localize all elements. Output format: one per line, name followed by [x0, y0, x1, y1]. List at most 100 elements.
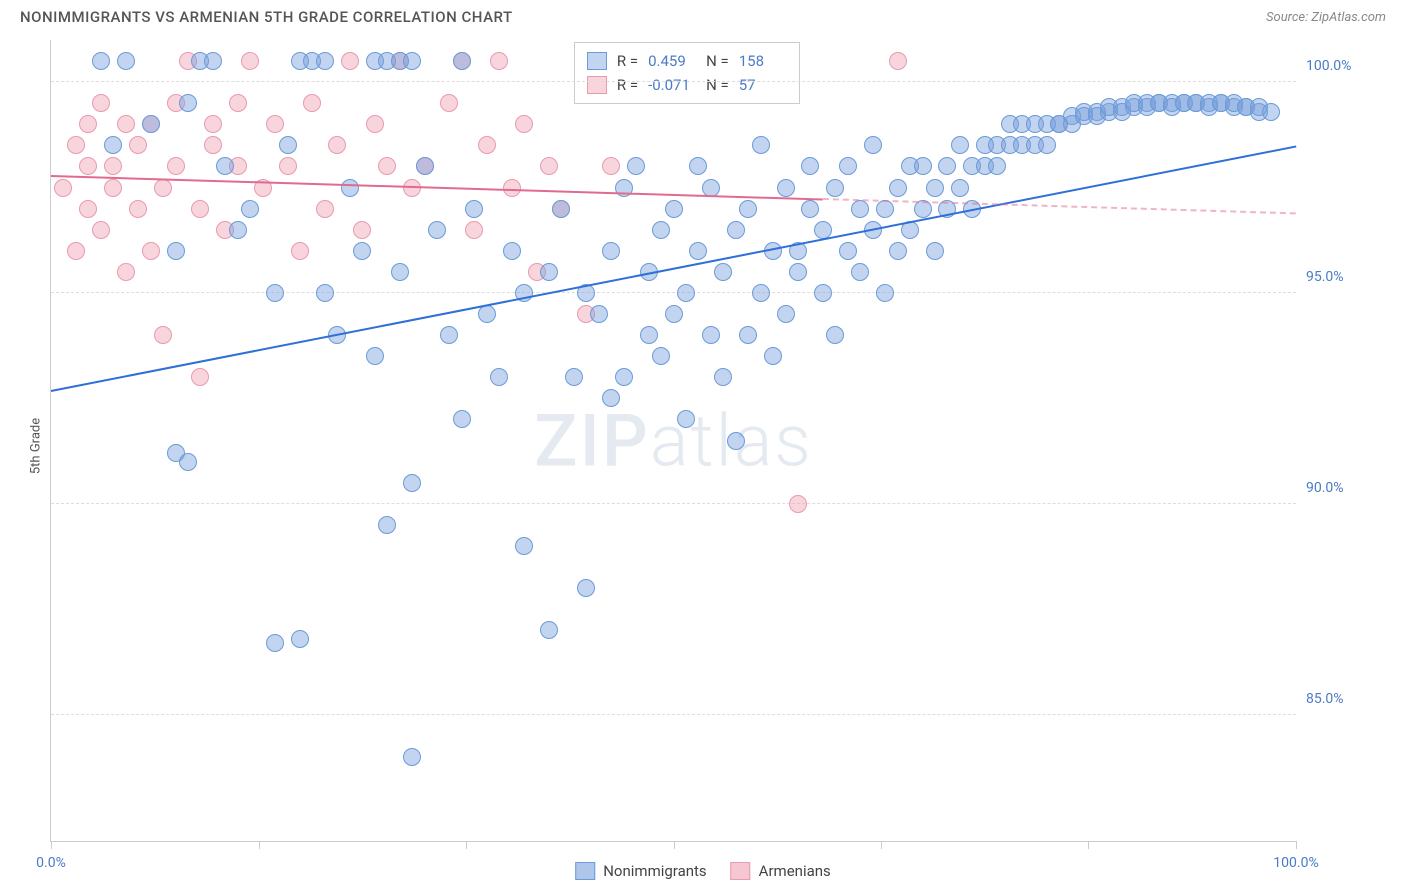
data-point-blue: [279, 136, 297, 154]
data-point-pink: [366, 115, 384, 133]
data-point-blue: [702, 326, 720, 344]
legend-swatch-blue: [575, 862, 595, 880]
data-point-blue: [229, 221, 247, 239]
data-point-blue: [602, 389, 620, 407]
data-point-pink: [79, 157, 97, 175]
data-point-blue: [777, 179, 795, 197]
data-point-blue: [241, 200, 259, 218]
swatch-pink: [587, 76, 607, 94]
data-point-blue: [951, 179, 969, 197]
x-tick: [674, 841, 675, 849]
data-point-blue: [938, 157, 956, 175]
data-point-blue: [864, 136, 882, 154]
data-point-blue: [403, 748, 421, 766]
data-point-pink: [117, 115, 135, 133]
data-point-blue: [515, 537, 533, 555]
data-point-blue: [540, 621, 558, 639]
data-point-blue: [179, 453, 197, 471]
data-point-blue: [503, 242, 521, 260]
data-point-pink: [129, 200, 147, 218]
data-point-blue: [453, 52, 471, 70]
data-point-blue: [652, 221, 670, 239]
data-point-blue: [727, 432, 745, 450]
data-point-blue: [677, 284, 695, 302]
stats-legend: R = 0.459 N = 158 R = -0.071 N = 57: [574, 42, 800, 104]
data-point-blue: [117, 52, 135, 70]
data-point-blue: [851, 200, 869, 218]
data-point-blue: [366, 347, 384, 365]
data-point-blue: [926, 179, 944, 197]
data-point-pink: [167, 157, 185, 175]
data-point-blue: [826, 179, 844, 197]
data-point-blue: [552, 200, 570, 218]
x-tick: [1296, 841, 1297, 849]
data-point-blue: [615, 368, 633, 386]
data-point-pink: [129, 136, 147, 154]
data-point-pink: [889, 52, 907, 70]
x-tick: [466, 841, 467, 849]
x-tick-label: 100.0%: [1273, 855, 1318, 871]
data-point-blue: [577, 579, 595, 597]
x-tick: [51, 841, 52, 849]
data-point-pink: [191, 200, 209, 218]
data-point-blue: [839, 157, 857, 175]
data-point-blue: [876, 284, 894, 302]
data-point-blue: [1262, 103, 1280, 121]
data-point-pink: [229, 94, 247, 112]
y-tick-label: 100.0%: [1306, 58, 1376, 74]
data-point-pink: [440, 94, 458, 112]
legend-swatch-pink: [731, 862, 751, 880]
x-tick: [1088, 841, 1089, 849]
data-point-pink: [291, 242, 309, 260]
legend-label-pink: Armenians: [759, 862, 831, 880]
data-point-blue: [167, 242, 185, 260]
data-point-blue: [92, 52, 110, 70]
data-point-pink: [191, 368, 209, 386]
data-point-blue: [665, 305, 683, 323]
watermark: ZIPatlas: [534, 398, 813, 483]
source-label: Source: ZipAtlas.com: [1266, 10, 1386, 25]
data-point-pink: [303, 94, 321, 112]
data-point-pink: [540, 157, 558, 175]
data-point-blue: [889, 179, 907, 197]
scatter-plot: ZIPatlas R = 0.459 N = 158 R = -0.071 N …: [50, 40, 1296, 842]
data-point-blue: [1038, 136, 1056, 154]
data-point-pink: [465, 221, 483, 239]
data-point-pink: [378, 157, 396, 175]
data-point-pink: [328, 136, 346, 154]
data-point-blue: [752, 284, 770, 302]
data-point-pink: [142, 242, 160, 260]
data-point-blue: [677, 410, 695, 428]
data-point-blue: [316, 52, 334, 70]
data-point-blue: [764, 347, 782, 365]
data-point-pink: [104, 157, 122, 175]
data-point-blue: [266, 284, 284, 302]
data-point-pink: [154, 179, 172, 197]
data-point-blue: [640, 326, 658, 344]
data-point-pink: [67, 136, 85, 154]
data-point-pink: [353, 221, 371, 239]
data-point-blue: [652, 347, 670, 365]
data-point-blue: [353, 242, 371, 260]
data-point-pink: [154, 326, 172, 344]
legend-label-blue: Nonimmigrants: [603, 862, 706, 880]
data-point-blue: [777, 305, 795, 323]
data-point-blue: [428, 221, 446, 239]
data-point-blue: [565, 368, 583, 386]
data-point-blue: [440, 326, 458, 344]
data-point-blue: [416, 157, 434, 175]
data-point-blue: [851, 263, 869, 281]
data-point-blue: [204, 52, 222, 70]
gridline: [51, 503, 1296, 504]
data-point-blue: [714, 263, 732, 281]
data-point-pink: [204, 115, 222, 133]
data-point-blue: [665, 200, 683, 218]
data-point-pink: [92, 221, 110, 239]
data-point-blue: [814, 284, 832, 302]
data-point-pink: [515, 115, 533, 133]
data-point-pink: [104, 179, 122, 197]
data-point-blue: [291, 630, 309, 648]
data-point-blue: [789, 263, 807, 281]
data-point-pink: [341, 52, 359, 70]
data-point-blue: [316, 284, 334, 302]
